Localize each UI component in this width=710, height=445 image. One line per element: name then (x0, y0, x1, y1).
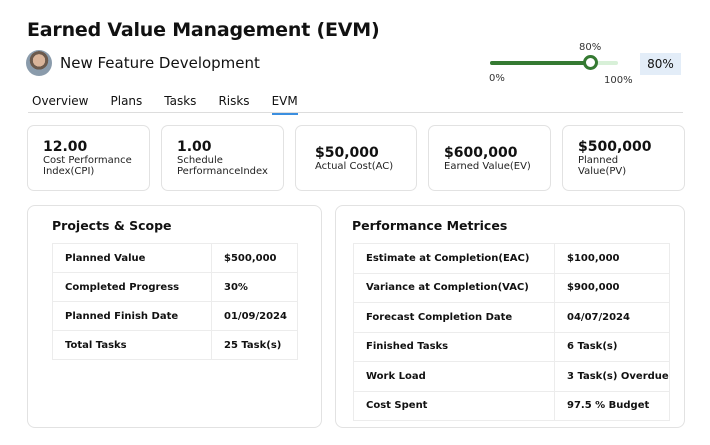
metrics-title: Performance Metrices (352, 218, 508, 233)
table-row: Cost Spent 97.5 % Budget (353, 390, 670, 421)
card-value: $500,000 (578, 139, 652, 155)
ac-card: $50,000 Actual Cost(AC) (295, 125, 417, 191)
row-label: Work Load (353, 361, 555, 392)
progress-min-label: 0% (489, 73, 505, 84)
row-label: Planned Value (52, 243, 212, 273)
metrics-table: Estimate at Completion(EAC) $100,000 Varia… (353, 243, 670, 421)
tab-evm[interactable]: EVM (271, 94, 298, 115)
card-label: Cost Performance Index(CPI) (43, 155, 132, 177)
row-value: 01/09/2024 (211, 301, 298, 331)
table-row: Estimate at Completion(EAC) $100,000 (353, 243, 670, 274)
card-value: 12.00 (43, 139, 88, 155)
table-row: Forecast Completion Date 04/07/2024 (353, 302, 670, 333)
progress-slider-thumb[interactable] (583, 55, 598, 70)
row-value: $500,000 (211, 243, 298, 273)
page-title: Earned Value Management (EVM) (27, 19, 380, 41)
scope-title: Projects & Scope (52, 218, 172, 233)
tab-bar: Overview Plans Tasks Risks EVM (32, 94, 320, 115)
row-label: Cost Spent (353, 390, 555, 421)
row-label: Estimate at Completion(EAC) (353, 243, 555, 274)
metrics-panel: Performance Metrices Estimate at Complet… (335, 205, 685, 428)
row-value: 30% (211, 272, 298, 302)
row-label: Forecast Completion Date (353, 302, 555, 333)
row-value: 97.5 % Budget (554, 390, 670, 421)
project-name: New Feature Development (60, 54, 260, 72)
table-row: Variance at Completion(VAC) $900,000 (353, 272, 670, 303)
card-value: 1.00 (177, 139, 212, 155)
progress-max-label: 100% (604, 75, 633, 86)
card-label: Earned Value(EV) (444, 160, 531, 172)
row-value: 04/07/2024 (554, 302, 670, 333)
scope-table: Planned Value $500,000 Completed Progress 3… (52, 243, 298, 360)
table-row: Planned Finish Date 01/09/2024 (52, 301, 298, 331)
card-label: Schedule PerformanceIndex (177, 155, 268, 177)
card-label: Actual Cost(AC) (315, 160, 394, 172)
table-row: Total Tasks 25 Task(s) (52, 330, 298, 360)
row-label: Planned Finish Date (52, 301, 212, 331)
tab-risks[interactable]: Risks (218, 94, 250, 108)
table-row: Work Load 3 Task(s) Overdue (353, 361, 670, 392)
row-label: Completed Progress (52, 272, 212, 302)
progress-badge: 80% (640, 53, 681, 75)
tab-tasks[interactable]: Tasks (164, 94, 197, 108)
card-value: $600,000 (444, 144, 518, 161)
avatar (26, 50, 52, 76)
card-label: Planned Value(PV) (578, 155, 627, 177)
progress-value-label: 80% (579, 42, 602, 53)
row-value: $100,000 (554, 243, 670, 274)
progress-slider-fill (490, 61, 590, 65)
row-value: 3 Task(s) Overdue (554, 361, 670, 392)
card-value: $50,000 (315, 144, 379, 161)
ev-card: $600,000 Earned Value(EV) (428, 125, 551, 191)
row-value: 25 Task(s) (211, 330, 298, 360)
scope-panel: Projects & Scope Planned Value $500,000 Co… (27, 205, 322, 428)
pv-card: $500,000 Planned Value(PV) (562, 125, 685, 191)
row-label: Variance at Completion(VAC) (353, 272, 555, 303)
cpi-card: 12.00 Cost Performance Index(CPI) (27, 125, 150, 191)
row-label: Finished Tasks (353, 331, 555, 362)
tab-overview[interactable]: Overview (32, 94, 89, 108)
table-row: Completed Progress 30% (52, 272, 298, 302)
row-value: 6 Task(s) (554, 331, 670, 362)
row-value: $900,000 (554, 272, 670, 303)
tab-divider (28, 112, 683, 113)
row-label: Total Tasks (52, 330, 212, 360)
table-row: Planned Value $500,000 (52, 243, 298, 273)
spi-card: 1.00 Schedule PerformanceIndex (161, 125, 284, 191)
table-row: Finished Tasks 6 Task(s) (353, 331, 670, 362)
tab-plans[interactable]: Plans (110, 94, 143, 108)
